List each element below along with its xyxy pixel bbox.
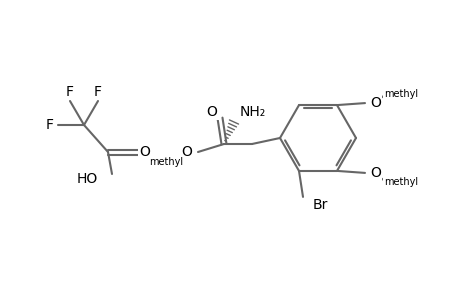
Text: Br: Br [312, 198, 328, 212]
Text: NH₂: NH₂ [240, 105, 266, 119]
Text: O: O [206, 105, 217, 119]
Text: methyl: methyl [383, 89, 417, 99]
Text: methyl: methyl [149, 157, 183, 167]
Text: O: O [139, 145, 150, 159]
Text: O: O [369, 166, 380, 180]
Text: F: F [94, 85, 102, 99]
Text: O: O [181, 145, 191, 159]
Text: F: F [46, 118, 54, 132]
Text: O: O [369, 96, 380, 110]
Text: F: F [66, 85, 74, 99]
Text: HO: HO [77, 172, 98, 186]
Text: methyl: methyl [383, 177, 417, 187]
